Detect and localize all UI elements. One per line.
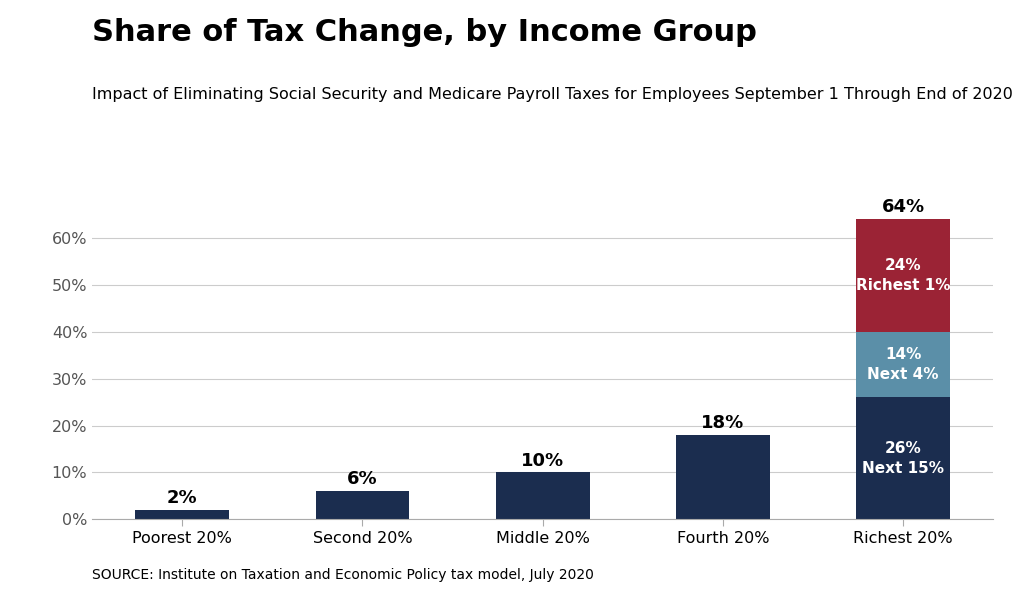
Text: 6%: 6% xyxy=(347,470,378,488)
Bar xyxy=(676,435,770,519)
Bar xyxy=(856,398,950,519)
Bar xyxy=(496,472,590,519)
Text: 24%
Richest 1%: 24% Richest 1% xyxy=(856,258,950,293)
Text: 2%: 2% xyxy=(167,489,198,507)
Bar xyxy=(135,510,229,519)
Text: 26%
Next 15%: 26% Next 15% xyxy=(862,441,944,476)
Text: 14%
Next 4%: 14% Next 4% xyxy=(867,347,939,382)
Text: 64%: 64% xyxy=(882,198,925,216)
Text: 10%: 10% xyxy=(521,452,564,470)
Text: Share of Tax Change, by Income Group: Share of Tax Change, by Income Group xyxy=(92,18,757,47)
Bar xyxy=(315,491,410,519)
Bar xyxy=(856,219,950,332)
Text: SOURCE: Institute on Taxation and Economic Policy tax model, July 2020: SOURCE: Institute on Taxation and Econom… xyxy=(92,568,594,582)
Bar xyxy=(856,332,950,398)
Text: 18%: 18% xyxy=(701,414,744,432)
Text: Impact of Eliminating Social Security and Medicare Payroll Taxes for Employees S: Impact of Eliminating Social Security an… xyxy=(92,87,1013,101)
